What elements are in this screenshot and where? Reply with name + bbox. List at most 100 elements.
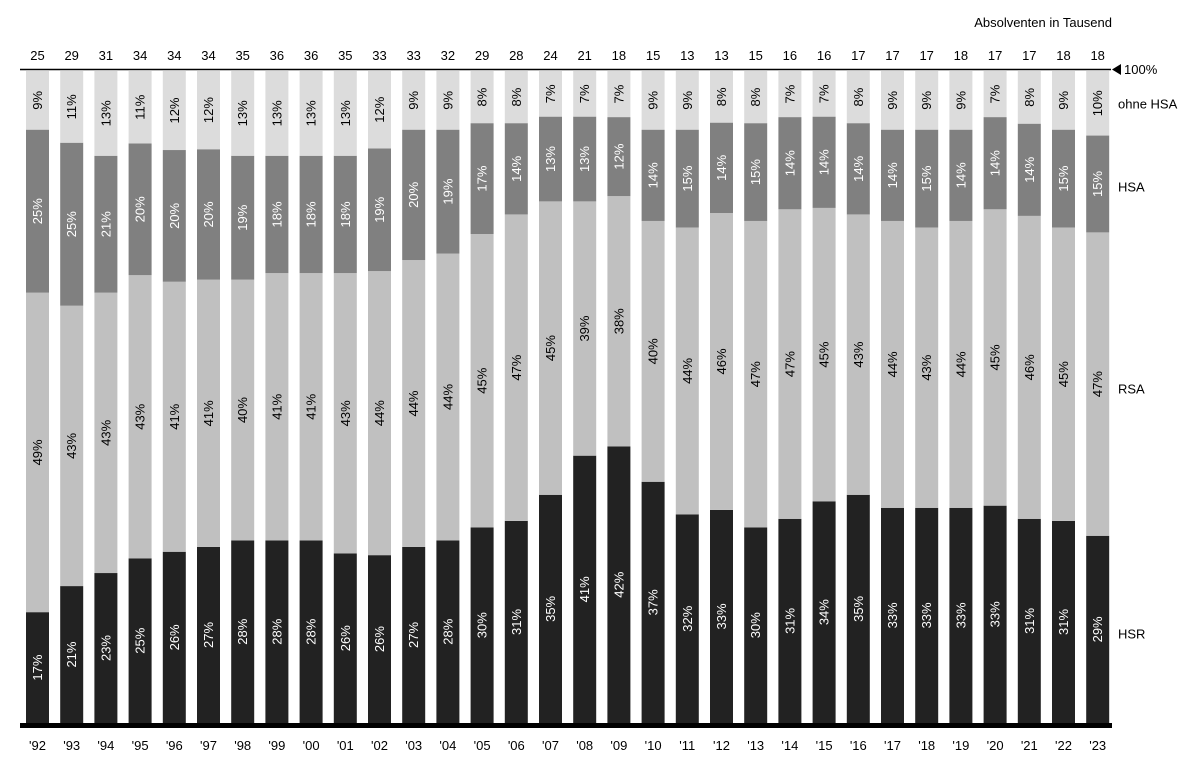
x-tick-label: '07 (542, 738, 559, 753)
segment-label: 18% (338, 201, 353, 227)
segment-label: 21% (98, 211, 113, 237)
bar-segment-hsa (26, 129, 49, 293)
bar-segment-rsa (299, 273, 323, 541)
bar-segment-ohne-hsa (881, 71, 904, 130)
top-marker-label: 100% (1124, 62, 1158, 77)
bar-segment-rsa (94, 292, 118, 574)
bar-segment-rsa (641, 220, 665, 482)
segment-label: 8% (1022, 88, 1037, 107)
bar-segment-hsr (504, 520, 528, 723)
segment-label: 25% (30, 198, 45, 224)
bar-segment-hsa (710, 122, 733, 214)
segment-label: 25% (133, 627, 148, 653)
segment-label: 8% (851, 87, 866, 106)
segment-label: 12% (167, 97, 182, 123)
x-tick-label: '18 (918, 738, 935, 753)
bar-segment-hsa (846, 123, 870, 215)
bar-segment-ohne-hsa (94, 71, 118, 156)
total-label: 17 (1022, 48, 1036, 63)
bar-segment-rsa (607, 196, 631, 447)
segment-label: 14% (509, 155, 524, 181)
bar-segment-rsa (675, 227, 699, 515)
bar-segment-ohne-hsa (607, 71, 631, 118)
bar-segment-ohne-hsa (1086, 71, 1110, 136)
segment-label: 11% (64, 94, 79, 119)
total-label: 17 (919, 48, 933, 63)
segment-label: 17% (475, 165, 490, 191)
segment-label: 47% (782, 351, 797, 377)
segment-label: 45% (475, 367, 490, 393)
bar-segment-hsa (470, 123, 494, 234)
bar-segment-ohne-hsa (1017, 71, 1041, 124)
segment-label: 13% (235, 100, 250, 126)
bar-segment-ohne-hsa (368, 71, 391, 149)
bar-segment-hsr (60, 586, 84, 723)
bar-segment-hsr (881, 507, 904, 723)
segment-label: 14% (817, 149, 832, 175)
bar-segment-hsa (641, 129, 665, 221)
segment-label: 46% (714, 348, 729, 374)
totals-row: 25 29 31 34 34 34 35 36 36 35 33 33 32 29 28 24 21 18 15 13… (30, 48, 1105, 63)
segment-label: 15% (680, 165, 695, 191)
segment-label: 30% (748, 612, 763, 638)
segment-label: 8% (475, 87, 490, 106)
segment-label: 13% (543, 146, 558, 172)
bar-segment-ohne-hsa (402, 71, 426, 130)
bar-segment-hsa (812, 116, 836, 208)
total-label: 36 (270, 48, 284, 63)
segment-label: 20% (201, 201, 216, 227)
bar-segment-hsa (231, 155, 255, 280)
segment-label: 40% (646, 338, 661, 364)
total-label: 28 (509, 48, 523, 63)
bar-segment-ohne-hsa (197, 71, 220, 150)
bar-segment-ohne-hsa (710, 71, 733, 123)
total-label: 16 (783, 48, 797, 63)
segment-label: 15% (1090, 171, 1105, 197)
segment-label: 41% (201, 400, 216, 426)
bar-segment-ohne-hsa (436, 71, 460, 130)
segment-label: 30% (475, 612, 490, 638)
bar-segment-hsa (436, 129, 460, 254)
bar-segment-hsa (504, 123, 528, 215)
x-tick-label: '98 (234, 738, 251, 753)
bar-segment-rsa (265, 273, 289, 541)
segment-label: 35% (851, 595, 866, 621)
total-label: 24 (543, 48, 557, 63)
total-label: 13 (714, 48, 728, 63)
bar-segment-hsr (983, 505, 1007, 723)
bar-segment-ohne-hsa (333, 71, 357, 156)
x-axis-labels: '92 '93 '94 '95 '96 '97 '98 '99 '00 '01 '02 '03 '04 '… (29, 738, 1106, 753)
segment-label: 45% (543, 335, 558, 361)
x-tick-label: '22 (1055, 738, 1072, 753)
bar-segment-hsr (128, 558, 152, 723)
bar-segment-rsa (162, 281, 186, 552)
x-tick-label: '11 (679, 738, 695, 753)
total-label: 17 (988, 48, 1002, 63)
x-tick-label: '01 (337, 738, 354, 753)
bar-segment-ohne-hsa (470, 71, 494, 124)
total-label: 34 (133, 48, 147, 63)
bar-segment-rsa (1086, 232, 1110, 536)
segment-label: 33% (919, 602, 934, 628)
segment-label: 28% (440, 618, 455, 644)
bar-segment-hsa (1086, 135, 1110, 233)
total-label: 16 (817, 48, 831, 63)
bar-segment-ohne-hsa (539, 71, 562, 117)
bar-segment-hsa (949, 129, 973, 221)
bar-segment-rsa (368, 271, 391, 556)
bar-segment-hsa (60, 142, 84, 306)
bar-segment-rsa (778, 209, 802, 519)
bar-segment-hsr (162, 551, 186, 723)
segment-label: 26% (372, 626, 387, 652)
segment-label: 43% (338, 400, 353, 426)
bar-segment-hsr (436, 540, 460, 723)
bar-segment-hsa (1052, 129, 1075, 228)
bar-segment-hsr (368, 555, 391, 723)
segment-label: 47% (509, 354, 524, 380)
bar-segment-rsa (60, 305, 84, 587)
legend-rsa: RSA (1118, 382, 1145, 397)
segment-label: 37% (646, 589, 661, 615)
segment-label: 33% (988, 601, 1003, 627)
segment-label: 31% (1056, 608, 1071, 634)
